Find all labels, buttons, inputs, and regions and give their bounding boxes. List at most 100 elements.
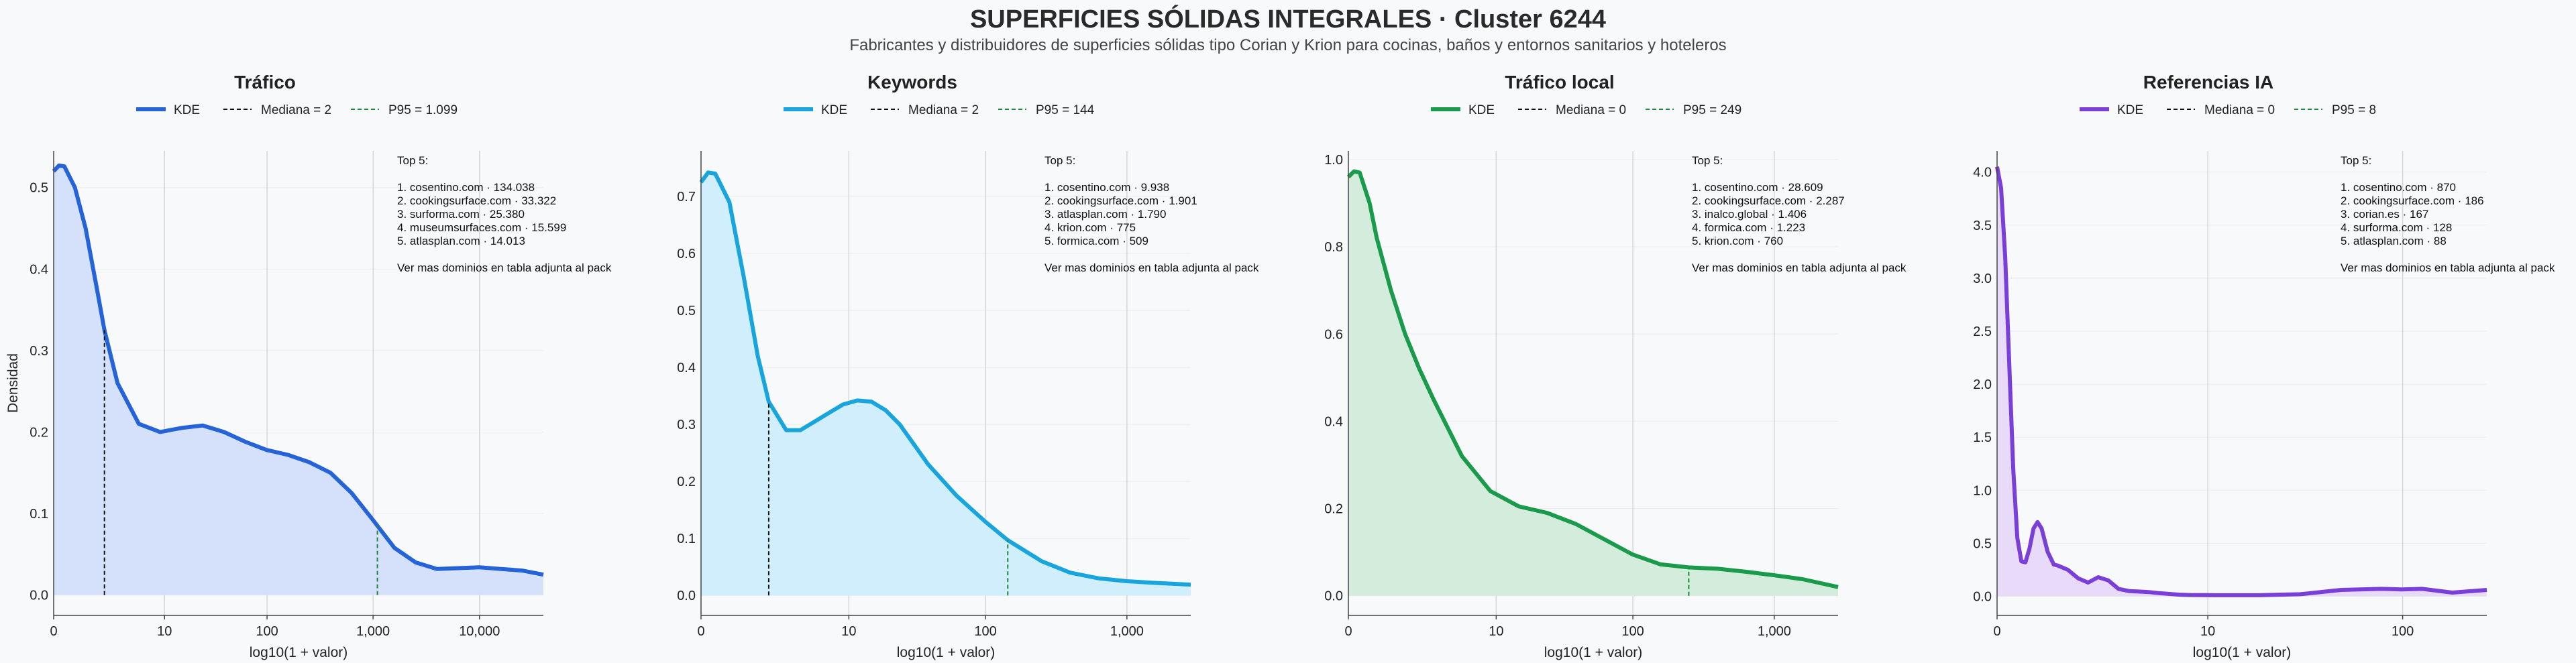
- y-tick-label: 0.2: [1324, 502, 1343, 517]
- legend-kde-label: KDE: [821, 103, 847, 117]
- y-tick-label: 0.4: [1324, 414, 1343, 429]
- kde-area: [54, 165, 543, 595]
- top5-item: 2. cookingsurface.com · 1.901: [1044, 194, 1197, 207]
- kde-line: [699, 170, 1191, 587]
- legend-median-label: Mediana = 0: [2204, 103, 2275, 117]
- top5-item: 3. corian.es · 167: [2341, 208, 2428, 221]
- top5-item: 4. museumsurfaces.com · 15.599: [397, 221, 566, 234]
- top5-item: 3. inalco.global · 1.406: [1692, 208, 1807, 221]
- x-tick-label: 10: [841, 624, 856, 639]
- x-tick-label: 10: [2200, 624, 2215, 639]
- legend-p95-label: P95 = 249: [1683, 103, 1741, 117]
- panel-4: 0.0 0.5 1.0 1.5 2.0 2.5 3.0 3.5 4.0 0 10 100 log10(1…: [1973, 72, 2555, 660]
- y-tick-label: 3.0: [1973, 272, 1992, 286]
- y-axis-label: Densidad: [5, 353, 21, 413]
- y-tick-label: 0.0: [1324, 589, 1343, 604]
- x-tick-label: 0: [1993, 624, 2000, 639]
- kde-line: [1995, 166, 2487, 597]
- panel-2: 0.0 0.1 0.2 0.3 0.4 0.5 0.6 0.7 0 10 100 1,000 log10…: [677, 72, 1259, 660]
- top5-item: 2. cookingsurface.com · 2.287: [1692, 194, 1845, 207]
- panel-title: Referencias IA: [2143, 72, 2274, 93]
- panel-title: Keywords: [867, 72, 957, 93]
- y-tick-label: 0.1: [677, 532, 696, 546]
- panel-title: Tráfico: [234, 72, 296, 93]
- y-tick-label: 0.5: [30, 181, 48, 196]
- x-tick-label: 0: [50, 624, 57, 639]
- top5-footer: Ver mas dominios en tabla adjunta al pac…: [1044, 261, 1259, 274]
- legend-median-label: Mediana = 2: [261, 103, 331, 117]
- x-tick-label: 10: [157, 624, 172, 639]
- top5-item: 2. cookingsurface.com · 186: [2341, 194, 2484, 207]
- y-tick-label: 1.5: [1973, 430, 1992, 445]
- top5-footer: Ver mas dominios en tabla adjunta al pac…: [2341, 261, 2555, 274]
- top5-item: 1. cosentino.com · 870: [2341, 181, 2456, 194]
- y-tick-label: 0.7: [677, 190, 696, 204]
- y-tick-label: 0.4: [30, 262, 48, 277]
- x-axis-label: log10(1 + valor): [2193, 645, 2292, 660]
- x-tick-label: 100: [256, 624, 278, 639]
- top5-item: 1. cosentino.com · 9.938: [1044, 181, 1169, 194]
- legend-kde-label: KDE: [1468, 103, 1495, 117]
- panel-3: 0.0 0.2 0.4 0.6 0.8 1.0 0 10 100 1,000 log10(1 + v…: [1324, 72, 1907, 660]
- x-tick-label: 1,000: [356, 624, 390, 639]
- x-axis-label: log10(1 + valor): [897, 645, 996, 660]
- top5-item: 1. cosentino.com · 28.609: [1692, 181, 1823, 194]
- y-tick-label: 0.6: [677, 247, 696, 261]
- y-tick-label: 2.0: [1973, 377, 1992, 392]
- kde-area: [1997, 166, 2487, 597]
- top5-heading: Top 5:: [1044, 154, 1075, 167]
- top5-item: 2. cookingsurface.com · 33.322: [397, 194, 556, 207]
- y-tick-label: 0.2: [677, 475, 696, 489]
- legend-kde-label: KDE: [2117, 103, 2143, 117]
- x-tick-label: 100: [974, 624, 996, 639]
- top5-footer: Ver mas dominios en tabla adjunta al pac…: [397, 261, 612, 274]
- legend-median-label: Mediana = 0: [1556, 103, 1626, 117]
- top5-item: 4. krion.com · 775: [1044, 221, 1136, 234]
- y-tick-label: 0.8: [1324, 240, 1343, 255]
- legend-p95-label: P95 = 8: [2332, 103, 2376, 117]
- y-tick-label: 0.0: [1973, 590, 1992, 605]
- page-title: SUPERFICIES SÓLIDAS INTEGRALES · Cluster…: [969, 5, 1607, 34]
- y-tick-label: 3.5: [1973, 219, 1992, 233]
- y-tick-label: 0.6: [1324, 327, 1343, 342]
- legend-p95-label: P95 = 1.099: [388, 103, 458, 117]
- top5-footer: Ver mas dominios en tabla adjunta al pac…: [1692, 261, 1907, 274]
- top5-item: 5. atlasplan.com · 14.013: [397, 235, 525, 247]
- y-tick-label: 0.1: [30, 507, 48, 522]
- top5-heading: Top 5:: [1692, 154, 1723, 167]
- x-tick-label: 0: [1344, 624, 1352, 639]
- x-tick-label: 100: [1621, 624, 1644, 639]
- y-tick-label: 0.2: [30, 425, 48, 440]
- panel-title: Tráfico local: [1505, 72, 1614, 93]
- page-subtitle: Fabricantes y distribuidores de superfic…: [849, 36, 1727, 54]
- top5-item: 3. atlasplan.com · 1.790: [1044, 208, 1166, 221]
- y-tick-label: 0.5: [1973, 536, 1992, 551]
- top5-item: 5. krion.com · 760: [1692, 235, 1783, 247]
- kde-area: [1348, 171, 1838, 596]
- y-tick-label: 0.5: [677, 304, 696, 318]
- top5-item: 5. formica.com · 509: [1044, 235, 1148, 247]
- top5-heading: Top 5:: [397, 154, 428, 167]
- top5-heading: Top 5:: [2341, 154, 2371, 167]
- x-tick-label: 1,000: [1110, 624, 1144, 639]
- y-tick-label: 4.0: [1973, 166, 1992, 180]
- panel-1: 0.0 0.1 0.2 0.3 0.4 0.5 0 10 100 1,000 10,000 log10…: [5, 72, 612, 660]
- kde-area: [701, 172, 1191, 596]
- x-axis-label: log10(1 + valor): [1544, 645, 1643, 660]
- x-tick-label: 1,000: [1758, 624, 1791, 639]
- kde-line: [52, 163, 544, 577]
- x-tick-label: 100: [2392, 624, 2414, 639]
- legend-median-label: Mediana = 2: [908, 103, 979, 117]
- top5-item: 4. surforma.com · 128: [2341, 221, 2452, 234]
- top5-item: 4. formica.com · 1.223: [1692, 221, 1805, 234]
- x-tick-label: 0: [697, 624, 704, 639]
- y-tick-label: 0.3: [30, 344, 48, 359]
- y-tick-label: 0.4: [677, 361, 696, 375]
- top5-item: 3. surforma.com · 25.380: [397, 208, 525, 221]
- x-tick-label: 10,000: [459, 624, 500, 639]
- y-tick-label: 2.5: [1973, 324, 1992, 339]
- y-tick-label: 0.0: [677, 589, 696, 603]
- x-tick-label: 10: [1489, 624, 1503, 639]
- y-tick-label: 0.0: [30, 589, 48, 603]
